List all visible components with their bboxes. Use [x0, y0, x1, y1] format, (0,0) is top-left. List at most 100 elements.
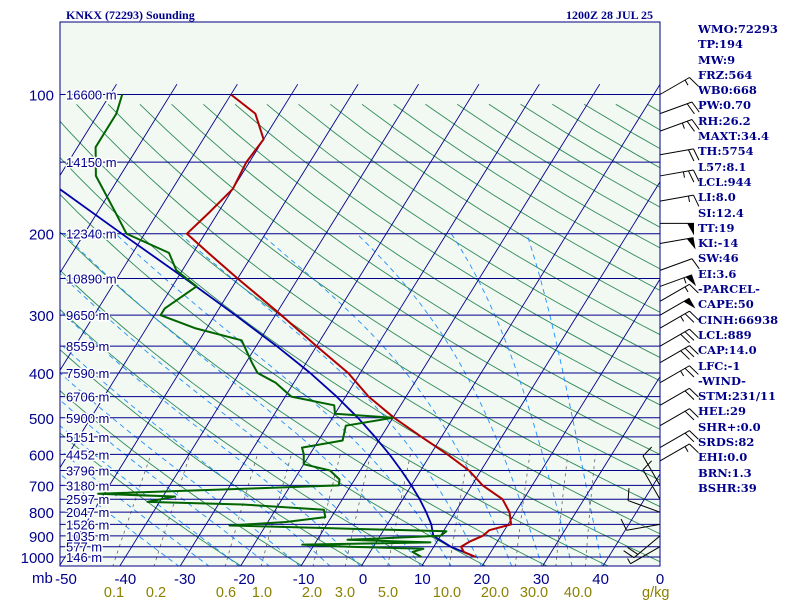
wind-barb-full: [684, 432, 695, 443]
wind-barb-staff: [633, 535, 661, 559]
height-label: 14150 m: [66, 155, 117, 170]
pressure-label: 100: [29, 88, 54, 105]
index-line: FRZ:564: [698, 67, 753, 82]
wind-barb-full: [680, 350, 690, 360]
wind-barb-full: [684, 331, 695, 341]
wind-barb: [623, 535, 661, 559]
wind-barb-staff: [659, 365, 690, 384]
height-label: 4452 m: [66, 447, 109, 462]
wind-barb-staff: [659, 328, 690, 347]
height-label: 577 m: [66, 540, 102, 555]
wind-barb-full: [688, 149, 695, 162]
wind-barb-staff: [659, 148, 694, 156]
wind-barb: [659, 328, 699, 347]
pressure-label: 400: [29, 366, 54, 383]
wind-barb: [659, 310, 699, 329]
wind-barb-full: [684, 410, 695, 421]
wind-barb-full: [623, 550, 635, 559]
dry-adiabat: [171, 103, 660, 430]
isotherm: [421, 180, 660, 566]
height-label: 1526 m: [66, 517, 109, 532]
wind-barb-half: [684, 286, 689, 293]
height-label: 2597 m: [66, 492, 109, 507]
wind-barb: [659, 101, 700, 115]
index-line: SW:46: [698, 251, 739, 266]
dry-adiabat: [298, 103, 660, 336]
height-label: 146 m: [66, 550, 102, 565]
isotherm: [542, 375, 660, 566]
wind-barb: [659, 365, 699, 384]
wind-barb-staff: [659, 297, 690, 316]
index-line: RH:26.2: [698, 113, 751, 128]
plot-background: [60, 22, 660, 566]
index-line: SRDS:82: [698, 435, 755, 450]
wind-barb: [659, 194, 700, 207]
index-line: TH:5754: [698, 144, 754, 159]
dry-adiabat: [203, 103, 660, 406]
wind-barb-full: [689, 283, 699, 294]
height-label: 9650 m: [66, 308, 109, 323]
index-line: L57:8.1: [698, 159, 747, 174]
wind-barb: [642, 460, 661, 500]
mixing-ratio-line: [224, 454, 258, 566]
wind-barb-half: [687, 195, 690, 203]
index-line: SI:12.4: [698, 205, 744, 220]
wind-barb: [659, 430, 699, 449]
index-line: LCL:944: [698, 174, 752, 189]
isotherm: [60, 83, 117, 177]
wind-barb-staff: [659, 258, 693, 271]
dry-adiabat: [60, 348, 365, 566]
height-label: 7590 m: [66, 366, 109, 381]
mixing-ratio-tick: 5.0: [378, 585, 398, 600]
wind-barb-full: [689, 408, 699, 418]
isotherm: [119, 83, 419, 566]
station-title: KNKX (72293) Sounding: [66, 8, 195, 22]
wind-barb-full: [691, 258, 700, 270]
wind-barb: [659, 283, 699, 302]
temperature-tick: 0: [656, 571, 664, 588]
mixing-ratio-line: [555, 454, 569, 566]
pressure-label: 1000: [21, 550, 54, 567]
wind-barb-full: [689, 310, 699, 321]
mixing-ratio-tick: 0.6: [216, 585, 236, 600]
wind-barb: [627, 546, 661, 565]
temperature-tick: 40: [592, 571, 609, 588]
wind-barb-full: [686, 103, 695, 115]
wind-barb: [660, 222, 694, 236]
height-label: 8559 m: [66, 339, 109, 354]
pressure-label: 300: [29, 308, 54, 325]
mixing-ratio-line: [514, 454, 531, 566]
moist-adiabat: [60, 372, 301, 566]
height-label: 12340 m: [66, 227, 117, 242]
index-line: PW:0.70: [698, 98, 752, 113]
wind-barb-full: [684, 313, 695, 323]
wind-barb-staff: [659, 274, 693, 287]
pressure-label: 500: [29, 411, 54, 428]
wind-barb-full: [691, 119, 700, 130]
wind-barb-staff: [659, 119, 693, 132]
mixing-ratio-tick: 20.0: [481, 585, 509, 600]
wind-barb-staff: [626, 523, 661, 531]
index-line: -PARCEL-: [698, 282, 760, 297]
index-line: HEL:29: [698, 404, 746, 419]
dry-adiabat: [76, 103, 660, 508]
wind-barb: [659, 169, 700, 183]
wind-barb-flag: [683, 298, 696, 309]
height-label: 10890 m: [66, 272, 117, 287]
mixing-ratio-line: [312, 454, 341, 566]
wind-barb-staff: [659, 101, 693, 115]
temperature-tick: -20: [233, 571, 255, 588]
wind-barb: [659, 408, 699, 427]
isotherm: [179, 83, 480, 566]
pressure-label: 800: [29, 505, 54, 522]
moist-adiabat: [60, 310, 361, 566]
mixing-ratio-tick: 40.0: [564, 585, 592, 600]
dry-adiabat: [139, 103, 660, 455]
wind-barb-flag: [686, 237, 696, 250]
temperature-tick: 30: [533, 571, 550, 588]
wind-barb-full: [689, 387, 699, 398]
isotherm: [481, 278, 660, 566]
wind-barb: [659, 443, 699, 462]
wind-barb-staff: [659, 443, 690, 462]
moist-adiabat: [450, 233, 573, 566]
